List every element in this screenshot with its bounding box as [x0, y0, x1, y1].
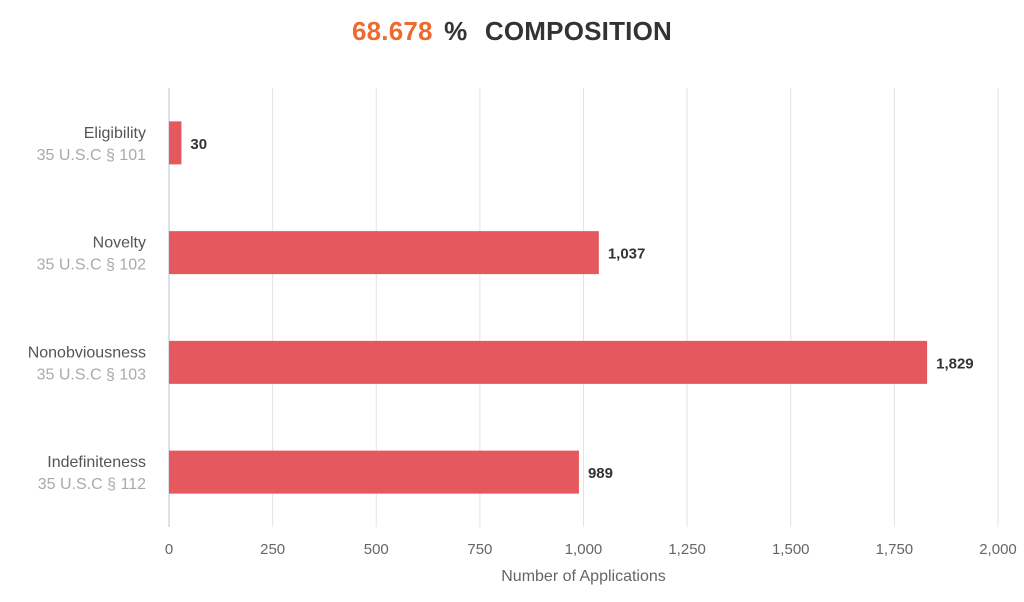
- x-tick-label-5: 1,250: [668, 541, 706, 558]
- composition-title: COMPOSITION: [484, 16, 673, 46]
- category-sublabel-1: 35 U.S.C § 102: [37, 257, 147, 274]
- x-tick-label-4: 1,000: [565, 541, 603, 558]
- bar-3: [169, 450, 579, 494]
- x-axis-title: Number of Applications: [501, 568, 666, 585]
- category-label-2: Nonobviousness: [28, 344, 146, 361]
- x-tick-label-6: 1,500: [772, 541, 810, 558]
- x-tick-label-8: 2,000: [979, 541, 1017, 558]
- chart-title: 68.678 % COMPOSITION: [0, 16, 1024, 47]
- x-tick-label-2: 500: [364, 541, 389, 558]
- category-sublabel-2: 35 U.S.C § 103: [37, 366, 147, 383]
- bar-2: [169, 340, 928, 384]
- x-tick-label-1: 250: [260, 541, 285, 558]
- x-tick-label-3: 750: [467, 541, 492, 558]
- category-label-3: Indefiniteness: [47, 454, 146, 471]
- data-label-1: 1,037: [608, 246, 646, 263]
- category-label-0: Eligibility: [84, 125, 146, 142]
- bar-0: [169, 121, 182, 165]
- data-label-2: 1,829: [936, 355, 974, 372]
- data-label-0: 30: [190, 136, 207, 153]
- composition-percent-value: 68.678: [351, 16, 433, 46]
- bar-1: [169, 231, 599, 275]
- category-sublabel-3: 35 U.S.C § 112: [38, 476, 146, 493]
- percent-sign: %: [444, 16, 468, 46]
- category-label-1: Novelty: [93, 235, 146, 252]
- x-tick-label-0: 0: [165, 541, 173, 558]
- x-tick-label-7: 1,750: [876, 541, 914, 558]
- category-sublabel-0: 35 U.S.C § 101: [37, 147, 147, 164]
- data-label-3: 989: [588, 465, 613, 482]
